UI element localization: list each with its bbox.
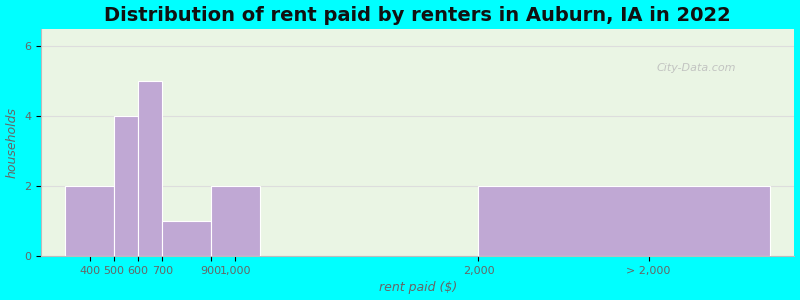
Text: City-Data.com: City-Data.com xyxy=(657,62,736,73)
X-axis label: rent paid ($): rent paid ($) xyxy=(378,281,457,294)
Bar xyxy=(211,186,260,256)
Bar xyxy=(478,186,770,256)
Bar xyxy=(114,116,138,256)
Bar xyxy=(66,186,114,256)
Title: Distribution of rent paid by renters in Auburn, IA in 2022: Distribution of rent paid by renters in … xyxy=(104,6,731,25)
Y-axis label: households: households xyxy=(6,107,18,178)
Bar xyxy=(162,221,211,256)
Bar xyxy=(138,81,162,256)
